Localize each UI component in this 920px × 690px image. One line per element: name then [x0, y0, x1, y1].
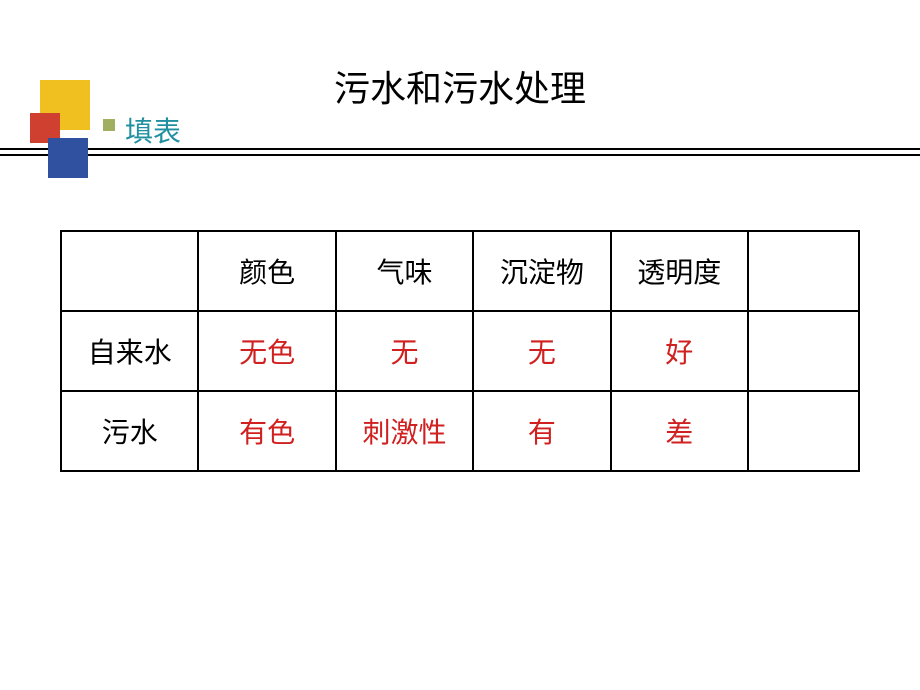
bullet-icon: [103, 119, 115, 131]
header-cell-color: 颜色: [198, 231, 335, 311]
header-cell-smell: 气味: [336, 231, 473, 311]
data-cell: 有: [473, 391, 610, 471]
subtitle: 填表: [125, 110, 181, 150]
header-cell-blank: [748, 231, 859, 311]
data-cell-blank: [748, 391, 859, 471]
data-cell: 无: [336, 311, 473, 391]
table-row: 自来水 无色 无 无 好: [61, 311, 859, 391]
row-label-sewage: 污水: [61, 391, 198, 471]
comparison-table: 颜色 气味 沉淀物 透明度 自来水 无色 无 无 好 污水 有色 刺激性 有 差: [60, 230, 860, 472]
header-cell-empty: [61, 231, 198, 311]
data-cell: 无: [473, 311, 610, 391]
data-cell: 无色: [198, 311, 335, 391]
header-cell-transparency: 透明度: [611, 231, 748, 311]
table-header-row: 颜色 气味 沉淀物 透明度: [61, 231, 859, 311]
table-row: 污水 有色 刺激性 有 差: [61, 391, 859, 471]
data-cell: 有色: [198, 391, 335, 471]
blue-square-icon: [48, 138, 88, 178]
row-label-tapwater: 自来水: [61, 311, 198, 391]
data-cell: 好: [611, 311, 748, 391]
data-cell: 刺激性: [336, 391, 473, 471]
data-cell: 差: [611, 391, 748, 471]
header-decoration: 填表: [0, 80, 920, 190]
data-cell-blank: [748, 311, 859, 391]
header-cell-sediment: 沉淀物: [473, 231, 610, 311]
